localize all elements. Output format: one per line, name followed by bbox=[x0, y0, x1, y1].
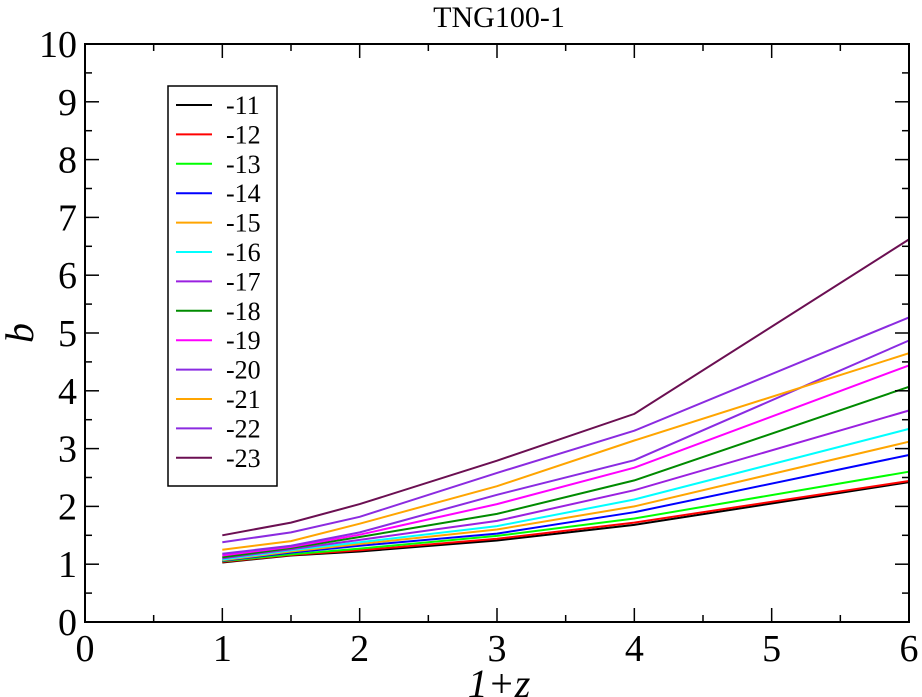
series-line-5 bbox=[222, 427, 910, 561]
x-tick-label: 5 bbox=[762, 628, 781, 670]
series-line-4 bbox=[222, 440, 910, 562]
x-tick-label: 4 bbox=[625, 628, 644, 670]
legend-label-8: -19 bbox=[226, 326, 261, 355]
y-tick-label: 6 bbox=[58, 255, 77, 297]
y-tick-label: 3 bbox=[58, 429, 77, 471]
x-axis-label: 1+z bbox=[468, 661, 531, 697]
legend-label-0: -11 bbox=[226, 91, 260, 120]
legend-label-7: -18 bbox=[226, 297, 261, 326]
series-line-12 bbox=[222, 238, 910, 537]
y-tick-label: 2 bbox=[58, 486, 77, 528]
legend: -11-12-13-14-15-16-17-18-19-20-21-22-23 bbox=[167, 85, 278, 487]
y-tick-label: 1 bbox=[58, 544, 77, 586]
legend-label-5: -16 bbox=[226, 238, 261, 267]
legend-label-4: -15 bbox=[226, 209, 261, 238]
x-tick-label: 0 bbox=[76, 628, 95, 670]
y-tick-label: 4 bbox=[58, 371, 77, 413]
y-axis-label: b bbox=[0, 323, 42, 343]
y-tick-label: 8 bbox=[58, 140, 77, 182]
legend-label-11: -22 bbox=[226, 414, 261, 443]
y-tick-label: 9 bbox=[58, 82, 77, 124]
legend-label-10: -21 bbox=[226, 385, 261, 414]
legend-label-9: -20 bbox=[226, 356, 261, 385]
series-line-10 bbox=[222, 352, 910, 551]
legend-label-1: -12 bbox=[226, 120, 261, 149]
y-tick-labels: 0 1 2 3 4 5 6 7 8 9 10 bbox=[39, 24, 77, 644]
y-tick-label: 5 bbox=[58, 313, 77, 355]
legend-label-3: -14 bbox=[226, 179, 261, 208]
series-line-6 bbox=[222, 409, 910, 560]
plot-series bbox=[222, 238, 910, 564]
y-tick-label: 7 bbox=[58, 197, 77, 239]
x-tick-label: 3 bbox=[488, 628, 507, 670]
x-tick-labels: 0 1 2 3 4 5 6 bbox=[76, 628, 919, 670]
y-tick-label: 0 bbox=[58, 602, 77, 644]
x-tick-label: 1 bbox=[213, 628, 232, 670]
axis-ticks bbox=[84, 43, 910, 623]
legend-label-12: -23 bbox=[226, 444, 261, 473]
series-line-11 bbox=[222, 316, 910, 544]
y-tick-label: 10 bbox=[39, 24, 77, 66]
x-tick-label: 6 bbox=[900, 628, 919, 670]
series-line-2 bbox=[222, 470, 910, 563]
legend-label-2: -13 bbox=[226, 150, 261, 179]
series-line-8 bbox=[222, 364, 910, 557]
series-line-7 bbox=[222, 385, 910, 559]
legend-box bbox=[167, 85, 278, 487]
legend-label-6: -17 bbox=[226, 267, 261, 296]
x-tick-label: 2 bbox=[350, 628, 369, 670]
chart-title: TNG100-1 bbox=[433, 1, 565, 34]
series-line-9 bbox=[222, 339, 910, 555]
